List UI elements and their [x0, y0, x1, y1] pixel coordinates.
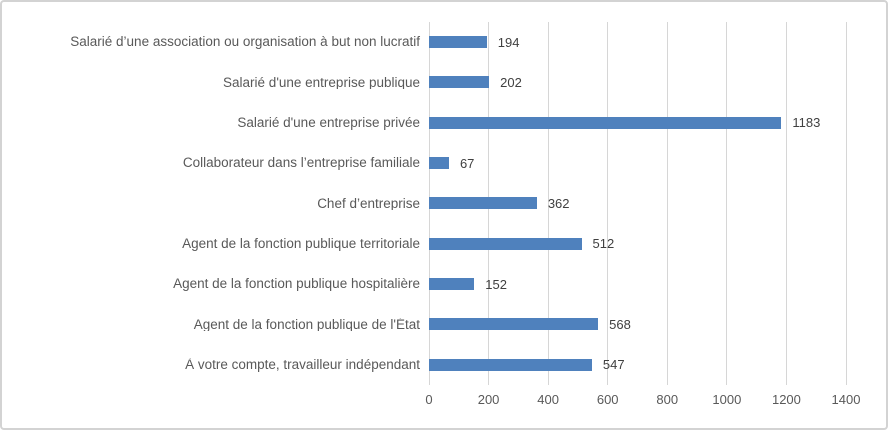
bar [429, 76, 490, 89]
gridline [547, 22, 549, 385]
bar [429, 358, 592, 371]
category-label: Agent de la fonction publique territoria… [182, 237, 420, 251]
bar [429, 116, 782, 129]
bar-row: Agent de la fonction publique hospitaliè… [2, 264, 886, 304]
bar-row: Salarié d'une entreprise publique 202 [2, 62, 886, 102]
value-label: 362 [547, 195, 570, 211]
value-label: 194 [497, 34, 520, 50]
category-label: Salarié d’une association ou organisatio… [70, 35, 420, 49]
gridline [607, 22, 609, 385]
gridline [845, 22, 847, 385]
x-tick-label: 600 [596, 392, 619, 407]
bar-row: Salarié d’une association ou organisatio… [2, 22, 886, 62]
category-label: À votre compte, travailleur indépendant [185, 358, 420, 372]
gridline [726, 22, 728, 385]
bar [429, 318, 599, 331]
bar-track: 194 [429, 35, 846, 50]
bar [429, 278, 475, 291]
bar-row: Salarié d'une entreprise privée 1183 [2, 103, 886, 143]
bar [429, 36, 487, 49]
category-label: Salarié d'une entreprise privée [237, 116, 420, 130]
value-label: 152 [485, 276, 507, 292]
value-label: 547 [602, 357, 625, 373]
bar-rows-container: Salarié d’une association ou organisatio… [2, 22, 886, 385]
value-label: 512 [592, 236, 615, 252]
bar-row: Agent de la fonction publique territoria… [2, 224, 886, 264]
bar [429, 197, 537, 210]
x-tick-label: 800 [656, 392, 679, 407]
bar-row: Collaborateur dans l’entreprise familial… [2, 143, 886, 183]
value-label: 1183 [792, 115, 821, 131]
bar [429, 237, 582, 250]
value-label: 568 [609, 316, 631, 332]
bar [429, 157, 449, 170]
bar-row: À votre compte, travailleur indépendant 5… [2, 345, 886, 385]
bar-row: Agent de la fonction publique de l'État 5… [2, 304, 886, 344]
category-label: Agent de la fonction publique de l'État [193, 317, 420, 332]
x-tick-label: 1200 [771, 392, 801, 407]
category-label: Chef d’entreprise [317, 196, 420, 211]
bar-track: 1183 [429, 115, 846, 130]
bar-track: 568 [429, 317, 846, 332]
bar-track: 547 [429, 357, 846, 372]
bar-track: 202 [429, 75, 846, 90]
category-label: Collaborateur dans l’entreprise familial… [182, 156, 420, 170]
x-tick-label: 0 [425, 392, 433, 407]
gridline [666, 22, 668, 385]
bar-track: 152 [429, 277, 846, 292]
bar-row: Chef d’entreprise 362 [2, 183, 886, 223]
x-tick-label: 1000 [712, 392, 742, 407]
bar-track: 67 [429, 156, 846, 171]
category-label: Salarié d'une entreprise publique [223, 75, 420, 90]
category-label: Agent de la fonction publique hospitaliè… [173, 277, 420, 291]
value-label: 202 [500, 74, 522, 90]
x-tick-label: 200 [477, 392, 500, 407]
x-axis: 0 200 400 600 800 1000 1200 1400 [425, 392, 860, 412]
value-label: 67 [459, 155, 475, 171]
bar-track: 512 [429, 236, 846, 251]
bar-track: 362 [429, 196, 846, 211]
gridline [785, 22, 787, 385]
x-tick-label: 400 [537, 392, 559, 407]
x-tick-label: 1400 [831, 392, 861, 407]
